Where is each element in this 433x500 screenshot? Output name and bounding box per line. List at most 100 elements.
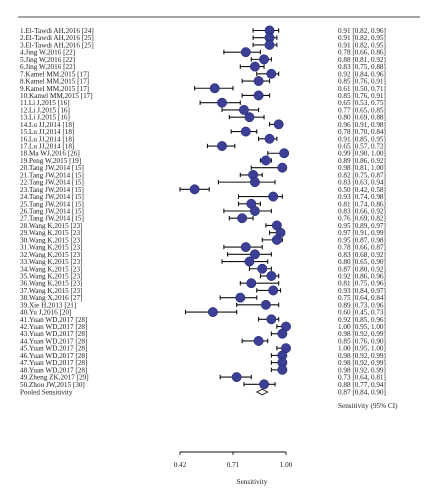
point-estimate (249, 206, 260, 216)
point-estimate (253, 336, 264, 346)
x-tick-label: 1.00 (280, 461, 293, 469)
study-label: 46.Yuan WD,2017 [28] (20, 352, 87, 360)
study-label: 5.Jing W,2016 [22] (20, 56, 75, 64)
study-value: 0.83 [0.75, 0.88] (338, 63, 386, 71)
point-estimate (277, 364, 288, 375)
study-label: 2.El-Tawdi AH,2016 [25] (20, 34, 94, 42)
study-value: 0.91 [0.82, 0.95] (338, 41, 386, 49)
study-value: 0.92 [0.86, 0.96] (338, 272, 386, 280)
point-estimate (266, 314, 277, 325)
point-estimate (253, 90, 264, 101)
study-label: 25.Tang JW,2014 [15] (20, 200, 84, 208)
study-value: 0.82 [0.75, 0.87] (338, 171, 386, 179)
study-label: 33.Wang K,2015 [23] (20, 258, 83, 266)
point-estimate (249, 249, 260, 260)
study-label: 12.Li J,2015 [16] (20, 106, 70, 114)
study-value: 0.87 [0.80, 0.92] (338, 265, 386, 273)
point-estimate (264, 133, 275, 144)
study-value: 0.60 [0.45, 0.73] (338, 309, 386, 317)
study-value: 0.91 [0.85, 0.95] (338, 135, 386, 143)
study-value: 0.98 [0.92, 0.99] (338, 330, 386, 338)
study-value: 0.92 [0.84, 0.96] (338, 70, 386, 78)
point-estimate (244, 256, 255, 267)
point-estimate (271, 234, 282, 245)
study-value: 0.50 [0.42, 0.58] (338, 186, 386, 194)
study-label: 34.Wang K,2015 [23] (20, 265, 83, 273)
point-estimate (239, 104, 249, 115)
point-estimate (259, 379, 270, 390)
point-estimate (268, 285, 279, 296)
study-label: 27.Tang JW,2014 [15] (20, 215, 84, 223)
study-label: 16.Lu JJ,2014 [18] (20, 135, 74, 143)
study-value: 0.78 [0.70, 0.84] (338, 128, 386, 136)
study-value: 0.96 [0.91, 0.98] (338, 121, 386, 129)
point-estimate (253, 76, 264, 86)
study-value: 0.98 [0.92, 0.99] (338, 352, 386, 360)
study-label: 50.Zhou JW,2015 [30] (20, 381, 85, 389)
study-label: 42.Yuan WD,2017 [28] (20, 323, 87, 331)
study-label: 20.Tang JW,2014 [15] (20, 164, 84, 172)
study-value: 0.75 [0.64, 0.84] (338, 294, 386, 302)
point-estimate (277, 162, 288, 173)
study-value: 0.73 [0.64, 0.81] (338, 374, 386, 382)
study-value: 0.95 [0.87, 0.98] (338, 236, 386, 244)
point-estimate (266, 68, 277, 79)
study-label: 49.Zheng ZK,2017 [29] (20, 374, 89, 382)
point-estimate (240, 242, 251, 253)
study-label: 15.Lu JJ,2014 [18] (20, 128, 74, 136)
study-value: 0.77 [0.65, 0.85] (338, 106, 386, 114)
study-label: 38.Wang X,2016 [27] (20, 294, 83, 302)
point-estimate (249, 61, 260, 72)
study-label: 1.El-Tawdi AH,2016 [24] (20, 27, 94, 35)
study-label: 32.Wang K,2015 [23] (20, 251, 83, 259)
study-label: 40.Yu J,2016 [20] (20, 309, 72, 317)
study-label: 37.Wang K,2015 [23] (20, 287, 83, 295)
study-value: 0.61 [0.50, 0.71] (338, 85, 386, 93)
study-label: 39.Xie H,2013 [21] (20, 301, 76, 309)
study-label: 4.Jing W,2016 [22] (20, 49, 75, 57)
study-value: 0.93 [0.84, 0.97] (338, 287, 386, 295)
point-estimate (260, 155, 271, 166)
study-label: 21.Tang JW,2014 [15] (20, 171, 84, 179)
point-estimate (266, 271, 277, 281)
study-label: 48.Yuan WD,2017 [28] (20, 366, 87, 374)
pooled-value: 0.87 [0.84, 0.90] (338, 389, 386, 397)
study-value: 0.89 [0.86, 0.92] (338, 157, 386, 165)
study-label: 44.Yuan WD,2017 [28] (20, 337, 87, 345)
x-tick-label: 0.42 (174, 461, 187, 469)
x-axis: 0.42 0.71 1.00 (174, 451, 293, 469)
study-value: 0.81 [0.75, 0.96] (338, 280, 386, 288)
study-value: 0.89 [0.73, 0.96] (338, 301, 386, 309)
point-estimate (240, 126, 251, 137)
study-value: 0.85 [0.76, 0.91] (338, 92, 386, 100)
study-value: 0.76 [0.69, 0.82] (338, 215, 386, 223)
point-estimate (268, 191, 279, 202)
study-label: 13.Li J,2015 [16] (20, 114, 70, 122)
point-estimate (240, 47, 251, 58)
point-estimate (235, 292, 246, 303)
x-tick-label: 0.71 (227, 461, 240, 469)
study-label: 10.Kamel MM,2015 [17] (20, 92, 93, 100)
study-label: 18.Ma WJ,2016 [26] (20, 150, 80, 158)
study-label: 23.Tang JW,2014 [15] (20, 186, 84, 194)
study-label: 30.Wang K,2015 [23] (20, 236, 83, 244)
point-estimate (279, 148, 290, 159)
study-label: 11.Li J,2015 [16] (20, 99, 70, 107)
study-label: 8.Kamel MM,2015 [17] (20, 78, 89, 86)
study-marks (179, 25, 291, 396)
study-label: 7.Kamel MM,2015 [17] (20, 70, 89, 78)
study-value: 0.65 [0.57, 0.72] (338, 143, 386, 151)
study-value: 1.00 [0.95, 1.00] (338, 345, 386, 353)
study-label: 35.Wang K,2015 [23] (20, 272, 83, 280)
study-labels: 1.El-Tawdi AH,2016 [24]2.El-Tawdi AH,201… (20, 27, 94, 397)
point-estimate (209, 83, 220, 94)
right-column-header: Sensitivity (95% CI) (338, 402, 398, 410)
point-estimate (237, 213, 248, 224)
point-estimate (207, 307, 218, 318)
study-value: 0.98 [0.92, 0.99] (338, 359, 386, 367)
study-value: 1.00 [0.95, 1.00] (338, 323, 386, 331)
study-value: 0.78 [0.66, 0.87] (338, 244, 386, 252)
point-estimate (189, 184, 200, 195)
study-value: 0.85 [0.76, 0.91] (338, 78, 386, 86)
